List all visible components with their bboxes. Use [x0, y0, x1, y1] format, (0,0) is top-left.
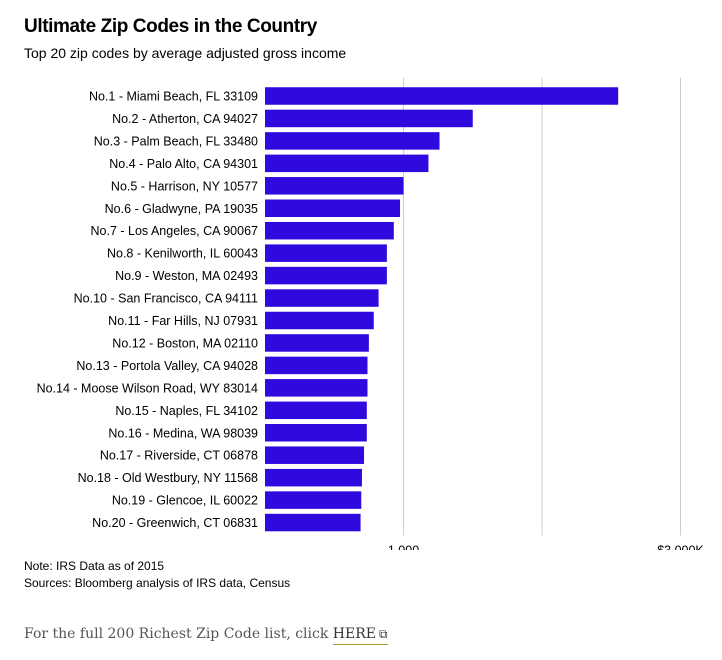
- category-label-5: No.5 - Harrison, NY 10577: [111, 179, 258, 193]
- category-label-17: No.17 - Riverside, CT 06878: [100, 449, 258, 463]
- full-list-link-label: HERE: [332, 626, 376, 642]
- category-label-3: No.3 - Palm Beach, FL 33480: [94, 134, 258, 148]
- category-label-7: No.7 - Los Angeles, CA 90067: [91, 224, 259, 238]
- category-label-15: No.15 - Naples, FL 34102: [115, 404, 258, 418]
- full-list-link[interactable]: HERE ⧉: [332, 626, 388, 645]
- bar-16: [265, 424, 367, 442]
- bar-1: [265, 87, 619, 105]
- bar-5: [265, 177, 404, 195]
- category-label-8: No.8 - Kenilworth, IL 60043: [107, 247, 258, 261]
- bar-12: [265, 334, 369, 352]
- bar-20: [265, 513, 361, 532]
- category-label-13: No.13 - Portola Valley, CA 94028: [76, 359, 258, 373]
- bar-15: [265, 401, 367, 420]
- category-label-16: No.16 - Medina, WA 98039: [108, 426, 258, 440]
- bar-chart: No.1 - Miami Beach, FL 33109 No.2 - Ather…: [37, 78, 704, 550]
- bar-11: [265, 311, 374, 330]
- category-label-10: No.10 - San Francisco, CA 94111: [74, 292, 258, 306]
- note-text: Note: IRS Data as of 2015: [24, 559, 165, 573]
- x-tick-label-3000: $3,000K: [657, 544, 704, 550]
- category-label-19: No.19 - Glencoe, IL 60022: [112, 494, 258, 508]
- bar-18: [265, 468, 362, 487]
- category-label-14: No.14 - Moose Wilson Road, WY 83014: [37, 381, 258, 395]
- category-label-12: No.12 - Boston, MA 02110: [112, 336, 258, 350]
- category-label-11: No.11 - Far Hills, NJ 07931: [108, 314, 258, 328]
- category-label-2: No.2 - Atherton, CA 94027: [112, 112, 258, 126]
- bar-10: [265, 289, 379, 307]
- bar-2: [265, 109, 473, 128]
- category-label-18: No.18 - Old Westbury, NY 11568: [78, 471, 258, 485]
- bar-4: [265, 154, 429, 173]
- category-label-4: No.4 - Palo Alto, CA 94301: [109, 157, 258, 171]
- bar-14: [265, 379, 368, 397]
- chart-subtitle: Top 20 zip codes by average adjusted gro…: [24, 45, 347, 61]
- bar-17: [265, 446, 365, 464]
- bar-8: [265, 244, 387, 262]
- bar-3: [265, 132, 440, 150]
- category-label-1: No.1 - Miami Beach, FL 33109: [89, 90, 258, 104]
- footer-text: For the full 200 Richest Zip Code list, …: [24, 626, 388, 645]
- category-label-6: No.6 - Gladwyne, PA 19035: [105, 202, 258, 216]
- bar-7: [265, 221, 394, 240]
- footer-prefix: For the full 200 Richest Zip Code list, …: [24, 626, 333, 642]
- bar-13: [265, 356, 368, 375]
- x-tick-label-1000: 1,000: [388, 544, 419, 550]
- chart-notes: Note: IRS Data as of 2015 Sources: Bloom…: [24, 558, 290, 592]
- bar-6: [265, 199, 401, 217]
- bar-19: [265, 491, 362, 509]
- sources-text: Sources: Bloomberg analysis of IRS data,…: [24, 576, 291, 590]
- bar-9: [265, 266, 387, 285]
- category-label-9: No.9 - Weston, MA 02493: [115, 269, 258, 283]
- category-label-20: No.20 - Greenwich, CT 06831: [92, 516, 258, 530]
- external-link-icon: ⧉: [379, 627, 388, 641]
- chart-title: Ultimate Zip Codes in the Country: [24, 16, 317, 37]
